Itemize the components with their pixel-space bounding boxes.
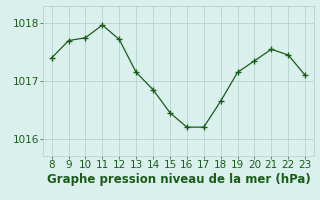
X-axis label: Graphe pression niveau de la mer (hPa): Graphe pression niveau de la mer (hPa): [46, 173, 310, 186]
